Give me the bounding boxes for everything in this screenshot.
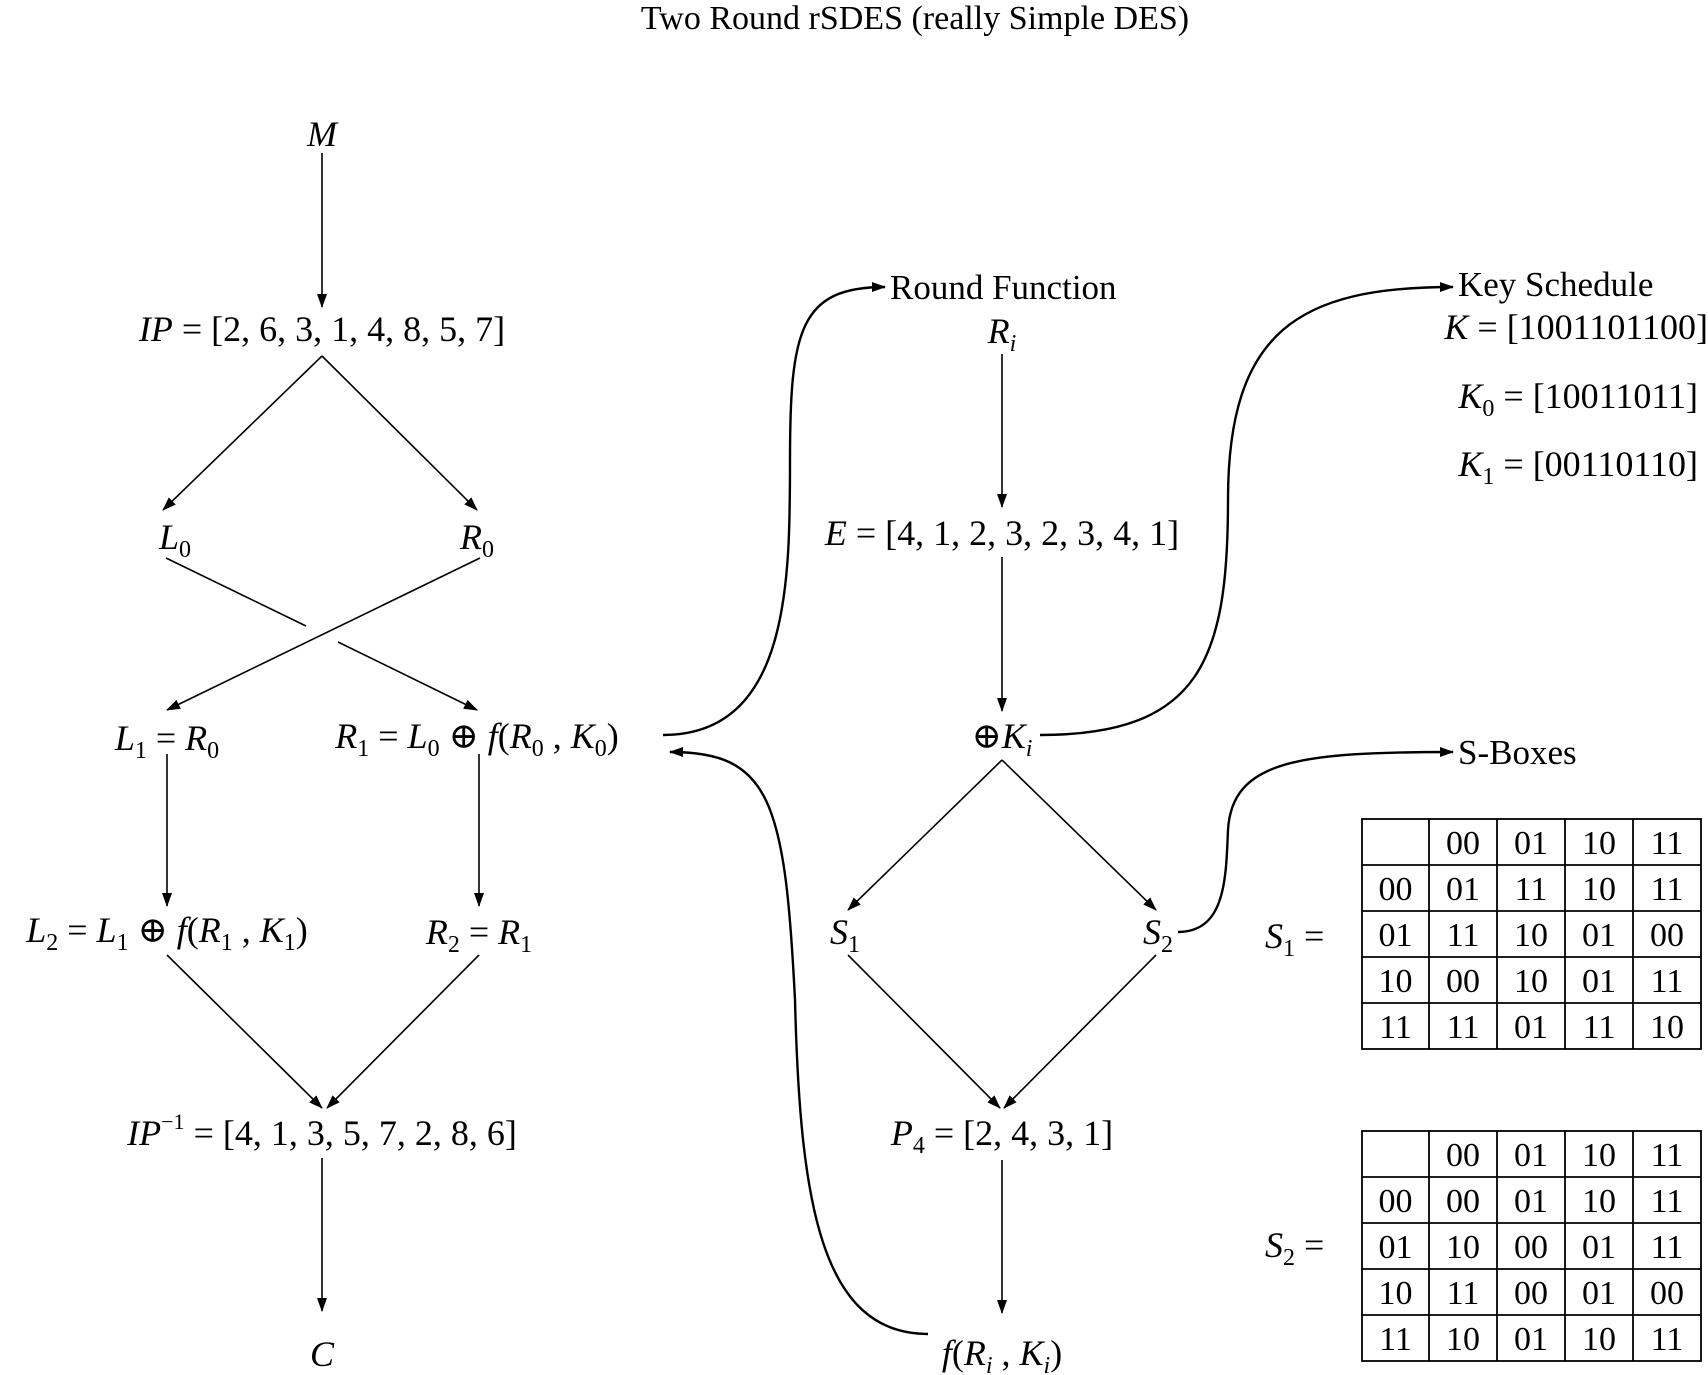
s2-table-cell: 10 bbox=[1446, 1321, 1480, 1358]
s1-table-cell: 01 bbox=[1514, 1009, 1548, 1046]
s1-table-cell: 11 bbox=[1515, 871, 1548, 908]
arrow-l0-to-r1-part-b bbox=[337, 641, 478, 711]
connector-r1-to-round-function bbox=[662, 282, 886, 737]
initial-permutation-node: IP = [2, 6, 3, 1, 4, 8, 5, 7] bbox=[138, 309, 505, 349]
expansion-node: E = [4, 1, 2, 3, 2, 3, 4, 1] bbox=[824, 513, 1179, 553]
s2-table: 00 01 10 11 00 00 01 10 11 01 10 00 01 11 10 11 00 01 00 11… bbox=[1361, 1130, 1702, 1362]
s1-table-cell: 01 bbox=[1582, 917, 1616, 954]
s1-table-cell: 10 bbox=[1379, 963, 1413, 1000]
s2-table-cell: 01 bbox=[1582, 1229, 1616, 1266]
s2-table-cell: 11 bbox=[1447, 1275, 1480, 1312]
s2-table-cell: 11 bbox=[1651, 1183, 1684, 1220]
arrow-l0-to-r1-part-a bbox=[165, 557, 307, 627]
s1-table-cell: 10 bbox=[1514, 917, 1548, 954]
arrow-ip-to-r0 bbox=[321, 355, 478, 511]
s1-table-cell: 11 bbox=[1447, 1009, 1480, 1046]
connector-f-output-to-r1 bbox=[669, 747, 929, 1336]
s2-table-cell: 01 bbox=[1514, 1183, 1548, 1220]
f-output-node: f(Ri , Ki) bbox=[942, 1333, 1062, 1375]
arrow-r0-to-l1 bbox=[166, 557, 481, 711]
arrow-s2-to-p4 bbox=[1003, 954, 1157, 1109]
s2-table-cell: 10 bbox=[1582, 1321, 1616, 1358]
s2-table-cell: 01 bbox=[1514, 1321, 1548, 1358]
s1-table-cell: 11 bbox=[1379, 1009, 1412, 1046]
s2-table-cell: 01 bbox=[1379, 1229, 1413, 1266]
key-k: K = [1001101100] bbox=[1443, 307, 1708, 347]
s1-table-cell: 00 bbox=[1446, 963, 1480, 1000]
arrow-s1-to-p4 bbox=[847, 954, 1001, 1109]
r0-node: R0 bbox=[459, 517, 494, 563]
arrow-xor-to-s1 bbox=[847, 759, 1003, 911]
s2-table-cell: 00 bbox=[1514, 1275, 1548, 1312]
s2-table-cell: 10 bbox=[1582, 1137, 1616, 1174]
s1-table-cell: 11 bbox=[1651, 825, 1684, 862]
s2-table-cell: 00 bbox=[1514, 1229, 1548, 1266]
s2-table-cell: 01 bbox=[1514, 1137, 1548, 1174]
s1-table-cell: 10 bbox=[1582, 871, 1616, 908]
s1-table-cell: 11 bbox=[1651, 963, 1684, 1000]
s1-table-cell: 10 bbox=[1582, 825, 1616, 862]
s1-table-cell: 11 bbox=[1651, 871, 1684, 908]
key-k1: K1 = [00110110] bbox=[1457, 444, 1698, 490]
s2-table-cell: 00 bbox=[1446, 1183, 1480, 1220]
s2-table-cell: 11 bbox=[1651, 1137, 1684, 1174]
sboxes-heading: S-Boxes bbox=[1458, 733, 1577, 772]
s2-table-cell: 11 bbox=[1651, 1229, 1684, 1266]
s1-table-label: S1 = bbox=[1265, 916, 1324, 962]
ciphertext-node: C bbox=[310, 1334, 335, 1374]
l0-node: L0 bbox=[158, 517, 191, 563]
ri-node: Ri bbox=[987, 311, 1017, 357]
s1-table: 00 01 10 11 00 01 11 10 11 01 11 10 01 00 10 00 10 01 11 11… bbox=[1361, 818, 1702, 1050]
plaintext-node: M bbox=[306, 114, 339, 154]
s2-table-cell: 00 bbox=[1446, 1137, 1480, 1174]
s2-table-cell: 11 bbox=[1651, 1321, 1684, 1358]
inverse-permutation-node: IP−1 = [4, 1, 3, 5, 7, 2, 8, 6] bbox=[126, 1109, 517, 1153]
s1-table-cell: 00 bbox=[1446, 825, 1480, 862]
s1-table-cell: 11 bbox=[1447, 917, 1480, 954]
l2-node: L2 = L1 ⊕ f(R1 , K1) bbox=[25, 910, 308, 956]
s2-table-cell: 10 bbox=[1446, 1229, 1480, 1266]
s1-table-cell: 01 bbox=[1582, 963, 1616, 1000]
s1-table-cell: 01 bbox=[1514, 825, 1548, 862]
key-schedule-heading: Key Schedule bbox=[1458, 265, 1653, 304]
s2-table-label: S2 = bbox=[1265, 1225, 1324, 1271]
s1-table-cell: 01 bbox=[1446, 871, 1480, 908]
arrow-xor-to-s2 bbox=[1001, 759, 1157, 911]
xor-key-node: ⊕Ki bbox=[972, 716, 1033, 762]
s1-table-cell: 10 bbox=[1514, 963, 1548, 1000]
s2-table-cell: 10 bbox=[1582, 1183, 1616, 1220]
s1-table-cell: 00 bbox=[1379, 871, 1413, 908]
s1-table-border bbox=[1361, 818, 1702, 1050]
s1-table-cell: 11 bbox=[1583, 1009, 1616, 1046]
s1-node: S1 bbox=[830, 912, 860, 958]
arrow-l2-to-ipinv bbox=[166, 954, 323, 1109]
s2-table-cell: 00 bbox=[1650, 1275, 1684, 1312]
p4-node: P4 = [2, 4, 3, 1] bbox=[890, 1113, 1113, 1159]
s2-node: S2 bbox=[1143, 912, 1173, 958]
connector-s2-to-sboxes bbox=[1177, 747, 1454, 934]
round-function-heading: Round Function bbox=[890, 268, 1117, 307]
s2-table-cell: 00 bbox=[1379, 1183, 1413, 1220]
s2-table-cell: 10 bbox=[1379, 1275, 1413, 1312]
s2-table-cell: 01 bbox=[1582, 1275, 1616, 1312]
s2-table-cell: 11 bbox=[1379, 1321, 1412, 1358]
connector-xor-to-key-schedule bbox=[1039, 282, 1454, 737]
r2-node: R2 = R1 bbox=[425, 912, 532, 958]
s1-table-cell: 01 bbox=[1379, 917, 1413, 954]
arrow-ip-to-l0 bbox=[162, 355, 323, 511]
key-k0: K0 = [10011011] bbox=[1457, 376, 1698, 422]
arrow-r2-to-ipinv bbox=[326, 954, 480, 1109]
s2-table-border bbox=[1361, 1130, 1702, 1362]
r1-node: R1 = L0 ⊕ f(R0 , K0) bbox=[334, 716, 619, 762]
diagram-title: Two Round rSDES (really Simple DES) bbox=[641, 0, 1189, 37]
s1-table-cell: 00 bbox=[1650, 917, 1684, 954]
l1-node: L1 = R0 bbox=[114, 718, 219, 764]
s1-table-cell: 10 bbox=[1650, 1009, 1684, 1046]
